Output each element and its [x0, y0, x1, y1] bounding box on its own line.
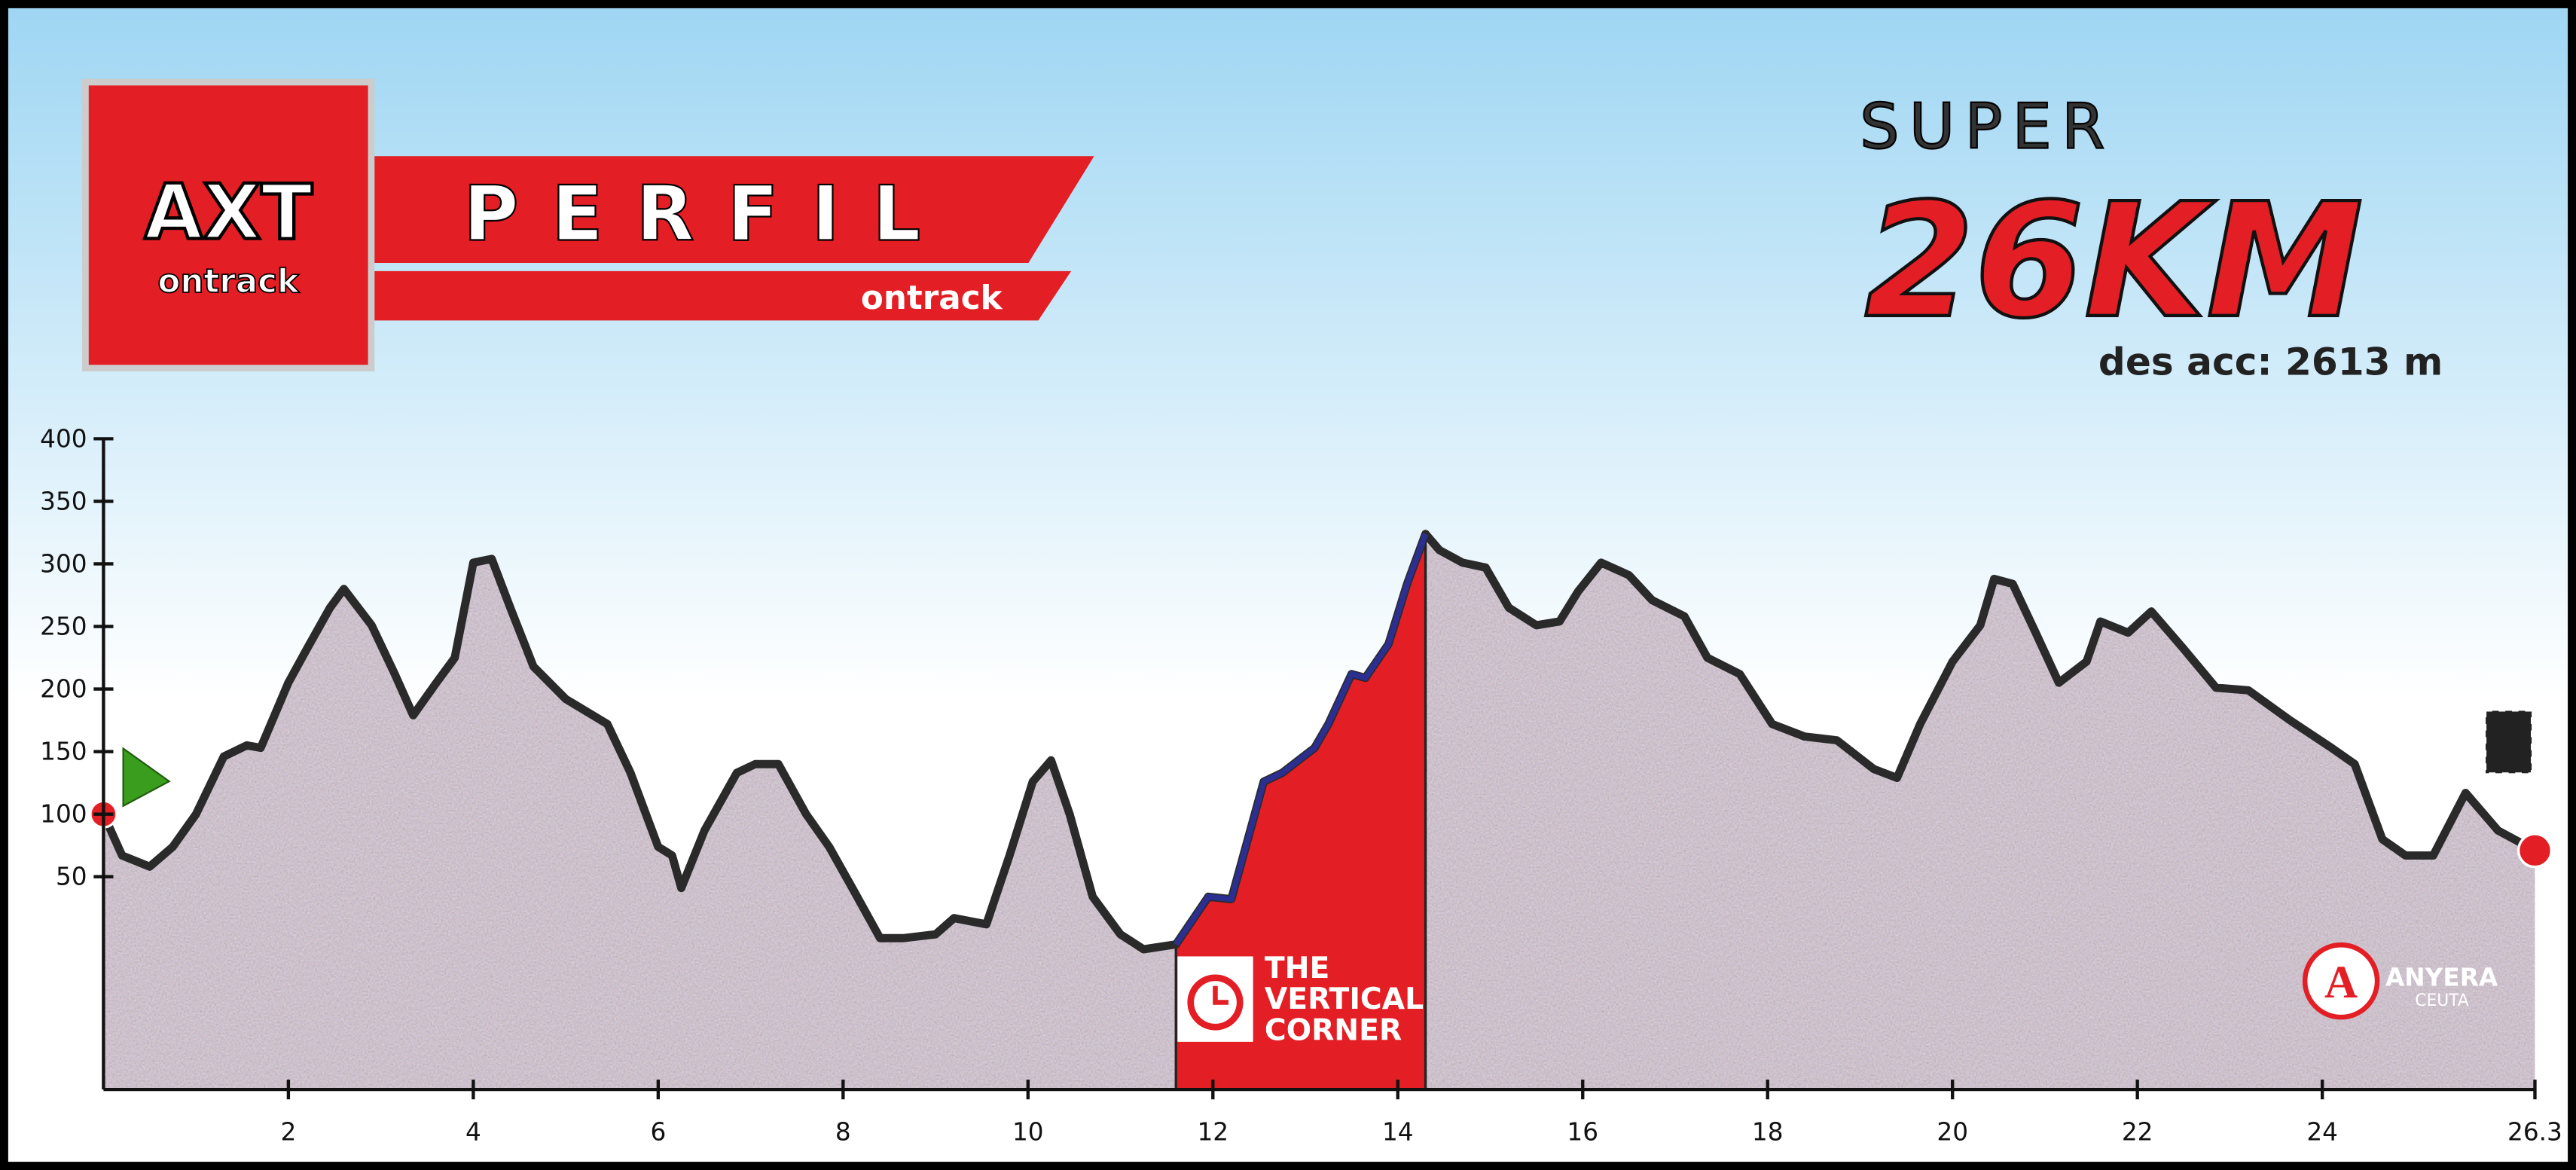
highlight-label: THE — [1265, 952, 1329, 985]
x-tick-label: 18 — [1752, 1118, 1784, 1147]
x-tick-label: 20 — [1937, 1118, 1968, 1147]
x-tick-label: 14 — [1382, 1118, 1414, 1147]
x-tick-label: 12 — [1197, 1118, 1228, 1147]
club-city: CEUTA — [2415, 991, 2469, 1010]
clock-hands — [1213, 985, 1228, 1005]
ribbon — [374, 156, 1094, 263]
logo-sub: ontrack — [157, 263, 300, 301]
logo: AXT ontrack — [82, 78, 375, 371]
x-tick-label: 10 — [1012, 1118, 1044, 1147]
x-tick-label: 4 — [465, 1118, 481, 1147]
y-tick-label: 200 — [40, 674, 87, 703]
banner-sub: ontrack — [861, 280, 1003, 317]
highlight-line — [1174, 533, 1429, 946]
distance-label: 26KM — [1865, 170, 2364, 353]
y-tick-label: 50 — [56, 863, 87, 891]
club-name: ANYERA — [2385, 964, 2498, 992]
x-tick-label: 16 — [1567, 1118, 1598, 1147]
highlight-label: CORNER — [1265, 1014, 1402, 1048]
ascent-label: des acc: 2613 m — [2098, 339, 2443, 383]
x-tick-label: 2 — [280, 1118, 296, 1147]
logo-box — [82, 78, 375, 371]
x-tick-label: 8 — [835, 1118, 851, 1147]
x-tick-label: 26.3 — [2507, 1118, 2562, 1147]
ribbon — [374, 270, 1072, 321]
club-logo: A ANYERA CEUTA — [2302, 942, 2498, 1020]
banner: PERFIL ontrack — [374, 156, 1094, 321]
x-tick-label: 24 — [2306, 1118, 2338, 1147]
highlight-label: VERTICAL — [1265, 982, 1424, 1016]
y-tick-label: 250 — [40, 612, 87, 640]
logo-text: AXT — [144, 168, 312, 256]
y-tick-label: 150 — [40, 738, 87, 766]
highlight-area — [1176, 533, 1426, 1090]
banner-title: PERFIL — [463, 170, 954, 258]
y-tick-label: 350 — [40, 487, 87, 515]
finish-marker — [2517, 832, 2553, 869]
x-tick-label: 22 — [2122, 1118, 2153, 1147]
start-flag — [122, 747, 171, 808]
club-initial: A — [2324, 958, 2358, 1008]
finish-flag — [2484, 710, 2533, 774]
x-tick-label: 6 — [650, 1118, 666, 1147]
club-badge — [2302, 942, 2380, 1020]
y-tick-label: 400 — [40, 424, 87, 453]
super-label: SUPER — [1860, 90, 2115, 163]
y-tick-label: 100 — [40, 800, 87, 829]
y-tick-label: 300 — [40, 549, 87, 578]
